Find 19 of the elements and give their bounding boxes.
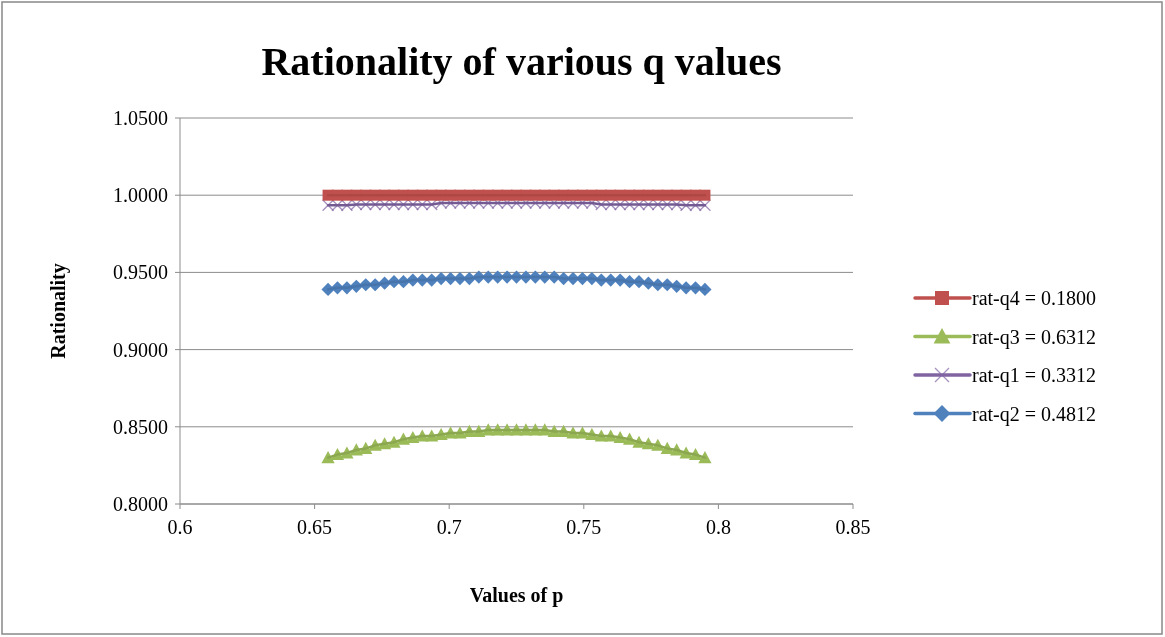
x-axis-title: Values of p (469, 584, 564, 607)
legend-label: rat-q2 = 0.4812 (972, 402, 1097, 426)
legend-label: rat-q1 = 0.3312 (972, 364, 1097, 387)
x-tick-label: 0.6 (167, 516, 193, 538)
legend-label: rat-q4 = 0.1800 (972, 287, 1097, 310)
y-tick-label: 1.0000 (113, 184, 168, 207)
y-tick-label: 1.0500 (113, 107, 168, 129)
x-tick-label: 0.8 (705, 516, 731, 538)
y-tick-label: 0.9000 (113, 338, 168, 361)
y-tick-label: 0.8000 (113, 493, 168, 515)
x-tick-label: 0.75 (566, 516, 602, 538)
y-tick-label: 0.9500 (113, 261, 168, 284)
legend-label: rat-q3 = 0.6312 (972, 325, 1097, 349)
x-tick-label: 0.7 (436, 516, 462, 538)
chart-title: Rationality of various q values (261, 39, 782, 84)
y-tick-label: 0.8500 (113, 415, 168, 438)
x-tick-label: 0.85 (835, 516, 871, 538)
x-tick-label: 0.65 (297, 516, 333, 538)
y-axis-title: Rationality (47, 263, 70, 359)
